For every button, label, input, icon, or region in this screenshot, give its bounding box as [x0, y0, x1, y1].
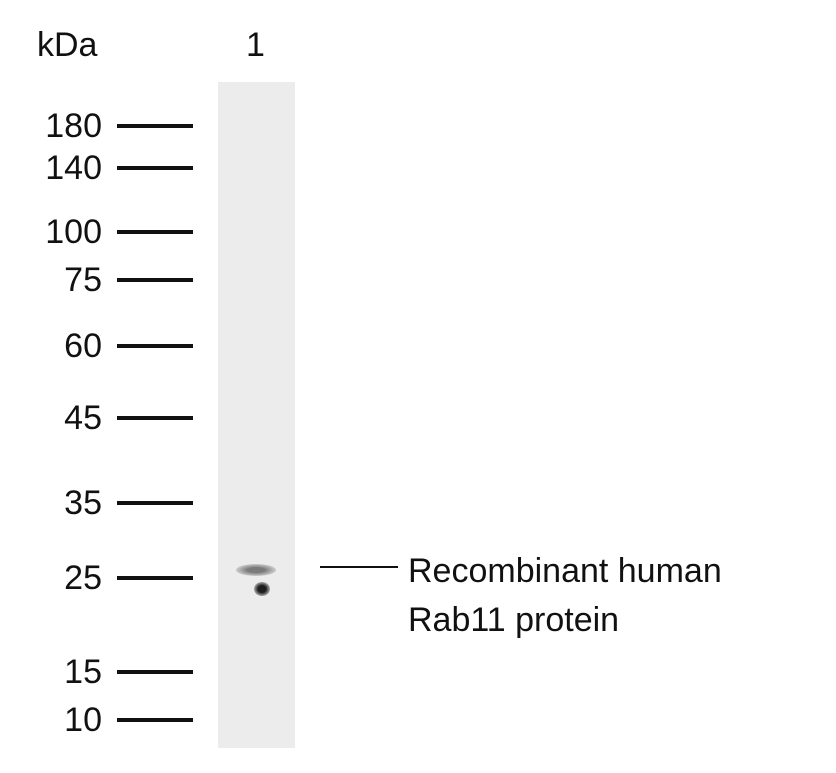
marker-line — [117, 416, 193, 420]
marker-label: 35 — [64, 484, 102, 522]
marker-line — [117, 344, 193, 348]
protein-band — [236, 564, 276, 576]
marker-label: 180 — [45, 107, 102, 145]
marker-label: 10 — [64, 701, 102, 739]
protein-band-lower — [254, 582, 270, 596]
marker-label: 140 — [45, 149, 102, 187]
annotation-line1: Recombinant human — [408, 552, 722, 590]
unit-label: kDa — [37, 26, 98, 64]
marker-line — [117, 718, 193, 722]
blot-lane — [218, 82, 295, 748]
marker-line — [117, 278, 193, 282]
marker-line — [117, 501, 193, 505]
marker-line — [117, 124, 193, 128]
marker-line — [117, 230, 193, 234]
marker-label: 45 — [64, 399, 102, 437]
marker-line — [117, 670, 193, 674]
marker-line — [117, 166, 193, 170]
lane-label: 1 — [246, 26, 265, 64]
annotation-pointer-line — [320, 566, 398, 568]
marker-label: 60 — [64, 327, 102, 365]
marker-label: 25 — [64, 559, 102, 597]
marker-label: 15 — [64, 653, 102, 691]
marker-line — [117, 576, 193, 580]
marker-label: 75 — [64, 261, 102, 299]
annotation-line2: Rab11 protein — [408, 601, 620, 639]
marker-label: 100 — [45, 213, 102, 251]
